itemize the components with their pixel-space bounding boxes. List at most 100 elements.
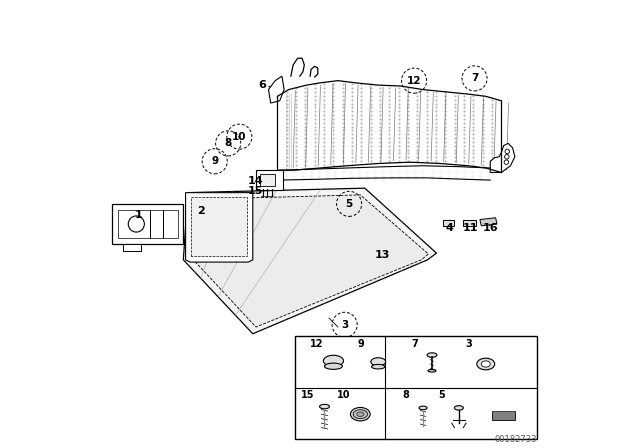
Point (394, 119, 404, 126)
Point (375, 138, 385, 146)
Point (319, 112, 329, 119)
Point (375, 131, 385, 138)
Point (459, 131, 469, 138)
Point (375, 89, 385, 96)
Point (440, 131, 451, 138)
Point (347, 146, 357, 153)
Point (319, 157, 329, 164)
Point (347, 150, 357, 157)
Point (291, 89, 301, 96)
Point (422, 146, 432, 153)
Point (291, 146, 301, 153)
Point (412, 89, 422, 96)
Point (347, 138, 357, 146)
Point (450, 157, 460, 164)
Point (450, 115, 460, 122)
Point (338, 96, 348, 103)
Point (291, 123, 301, 130)
Point (300, 138, 310, 146)
Point (384, 89, 394, 96)
Polygon shape (183, 188, 436, 334)
Point (422, 127, 432, 134)
Point (403, 89, 413, 96)
Point (487, 104, 497, 111)
Point (282, 96, 292, 103)
Text: 15: 15 (247, 186, 263, 196)
Point (310, 131, 320, 138)
Point (328, 81, 339, 88)
Point (468, 131, 479, 138)
Ellipse shape (454, 406, 463, 410)
Point (412, 134, 422, 142)
Point (347, 161, 357, 168)
Point (365, 127, 376, 134)
Ellipse shape (319, 404, 330, 409)
Point (319, 161, 329, 168)
Point (412, 108, 422, 115)
Point (291, 115, 301, 122)
Bar (296, 336, 538, 439)
Point (356, 112, 367, 119)
Text: 9: 9 (358, 339, 365, 349)
Point (356, 150, 367, 157)
Point (477, 96, 488, 103)
Point (282, 127, 292, 134)
Point (477, 157, 488, 164)
Point (356, 142, 367, 149)
Point (468, 127, 479, 134)
Point (319, 96, 329, 103)
Point (487, 161, 497, 168)
Point (310, 92, 320, 99)
Point (459, 92, 469, 99)
Point (487, 150, 497, 157)
Point (403, 108, 413, 115)
Point (319, 104, 329, 111)
Point (450, 92, 460, 99)
Point (328, 154, 339, 161)
Point (347, 96, 357, 103)
Point (412, 154, 422, 161)
Point (487, 100, 497, 107)
Point (431, 127, 441, 134)
Point (412, 123, 422, 130)
Point (365, 85, 376, 92)
Point (422, 92, 432, 99)
Point (291, 134, 301, 142)
Point (328, 100, 339, 107)
Point (422, 115, 432, 122)
Point (384, 119, 394, 126)
Point (412, 92, 422, 99)
Point (338, 134, 348, 142)
Point (403, 104, 413, 111)
Point (440, 138, 451, 146)
Ellipse shape (481, 361, 490, 367)
Point (319, 127, 329, 134)
Point (328, 89, 339, 96)
Point (291, 112, 301, 119)
Point (356, 146, 367, 153)
Point (403, 96, 413, 103)
Point (468, 161, 479, 168)
Point (459, 146, 469, 153)
Point (282, 108, 292, 115)
Point (431, 134, 441, 142)
Text: 11: 11 (462, 224, 478, 233)
Point (403, 127, 413, 134)
Point (468, 115, 479, 122)
Point (310, 85, 320, 92)
Point (487, 131, 497, 138)
Point (291, 131, 301, 138)
Point (365, 92, 376, 99)
Point (300, 92, 310, 99)
Point (403, 157, 413, 164)
Point (300, 108, 310, 115)
Point (338, 127, 348, 134)
Polygon shape (111, 204, 183, 244)
Point (459, 119, 469, 126)
Point (300, 96, 310, 103)
Text: 8: 8 (403, 390, 410, 401)
Point (403, 142, 413, 149)
Point (403, 123, 413, 130)
Point (365, 142, 376, 149)
Point (477, 115, 488, 122)
